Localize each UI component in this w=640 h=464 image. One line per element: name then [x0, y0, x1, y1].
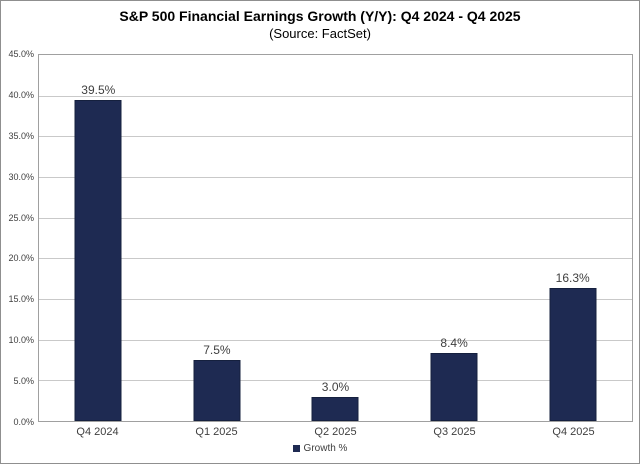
gridline — [39, 299, 632, 300]
bar-slot: 3.0% — [276, 55, 395, 421]
gridline — [39, 136, 632, 138]
x-tick-label: Q1 2025 — [195, 426, 238, 438]
x-tick-label: Q4 2025 — [552, 426, 595, 438]
bar-value-label: 7.5% — [203, 343, 231, 358]
gridline — [39, 339, 632, 341]
bar-value-label: 8.4% — [440, 335, 468, 350]
y-tick-label: 0.0% — [13, 417, 34, 427]
y-tick-label: 45.0% — [8, 49, 34, 59]
y-tick-label: 20.0% — [8, 253, 34, 264]
legend: Growth % — [1, 443, 639, 454]
gridline — [39, 95, 632, 97]
gridline — [39, 217, 632, 219]
bar-value-label: 39.5% — [81, 82, 116, 97]
chart-subtitle: (Source: FactSet) — [269, 26, 371, 41]
y-tick-label: 35.0% — [8, 130, 34, 141]
y-axis-labels: 45.0% 40.0% 35.0% 30.0% 25.0% 20.0% 15.0% 10.0%… — [1, 49, 34, 427]
bar-slot: 39.5% — [39, 55, 158, 421]
gridline — [39, 380, 632, 382]
y-tick-label: 5.0% — [13, 376, 34, 387]
x-tick-label: Q2 2025 — [314, 426, 357, 438]
bar-q4-2025 — [549, 288, 597, 421]
y-tick-label: 10.0% — [8, 335, 34, 346]
gridline — [39, 258, 632, 260]
bar-slot: 8.4% — [395, 55, 514, 421]
x-tick-label: Q3 2025 — [433, 426, 476, 438]
x-axis-labels: Q4 2024 Q1 2025 Q2 2025 Q3 2025 Q4 2025 — [38, 426, 633, 438]
gridline — [39, 177, 632, 178]
y-tick-label: 30.0% — [8, 171, 34, 182]
legend-label: Growth % — [303, 443, 348, 454]
bar-slot: 7.5% — [158, 55, 277, 421]
x-tick-label: Q4 2024 — [76, 426, 119, 438]
plot-area: 39.5% 7.5% 3.0% 8.4% 16.3% — [38, 54, 633, 422]
bar-q3-2025 — [430, 352, 478, 421]
bar-value-label: 16.3% — [555, 271, 590, 286]
bar-value-label: 3.0% — [321, 379, 350, 394]
bars: 39.5% 7.5% 3.0% 8.4% 16.3% — [39, 55, 632, 421]
legend-swatch-icon — [292, 445, 300, 452]
y-tick-label: 40.0% — [8, 89, 34, 100]
bar-q1-2025 — [193, 360, 241, 421]
gridlines — [39, 55, 632, 421]
chart-title: S&P 500 Financial Earnings Growth (Y/Y):… — [119, 8, 521, 24]
y-tick-label: 15.0% — [8, 294, 34, 305]
bar-slot: 16.3% — [513, 55, 632, 421]
bar-q4-2024 — [74, 99, 122, 421]
bar-q2-2025 — [311, 396, 359, 421]
y-tick-label: 25.0% — [8, 212, 34, 223]
